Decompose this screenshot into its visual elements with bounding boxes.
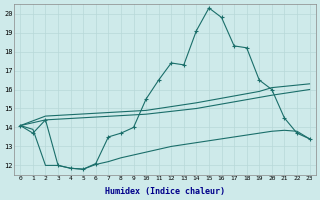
X-axis label: Humidex (Indice chaleur): Humidex (Indice chaleur) bbox=[105, 187, 225, 196]
